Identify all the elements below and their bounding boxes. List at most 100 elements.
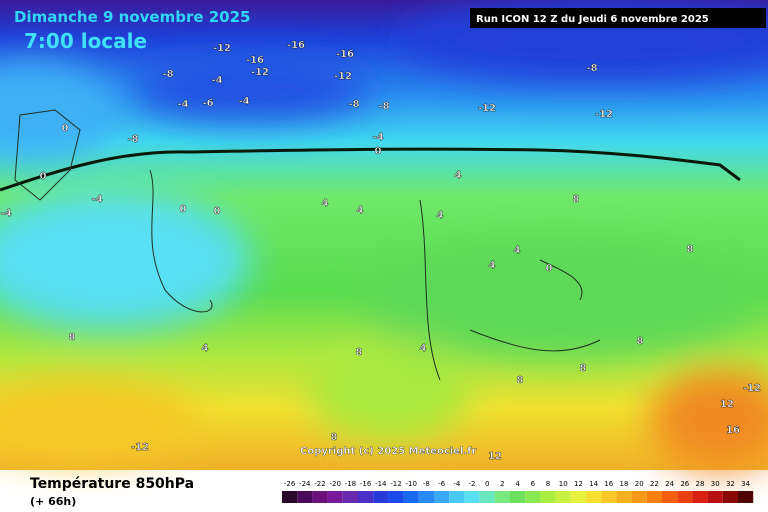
contour-label: 8	[573, 194, 580, 205]
contour-label: 0	[40, 171, 47, 182]
temperature-field	[0, 0, 768, 470]
contour-label: 8	[331, 432, 338, 443]
contour-label: -4	[372, 132, 383, 143]
scale-label: -26	[284, 480, 296, 488]
scale-label: 26	[680, 480, 689, 488]
footer-lead: (+ 66h)	[30, 495, 76, 508]
scale-label: 6	[531, 480, 536, 488]
time: 7:00 locale	[24, 29, 147, 53]
scale-swatch	[677, 491, 693, 503]
zero-contour	[0, 147, 741, 192]
scale-label: -2	[469, 480, 476, 488]
scale-label: 4	[515, 480, 520, 488]
scale-swatch	[373, 491, 389, 503]
scale-label: 28	[696, 480, 705, 488]
contour-label: -8	[348, 99, 359, 110]
contour-labels: -12-16-16-16-12-12-8-4-4 -6 -4 -8 -8 -12-8-12…	[0, 40, 761, 462]
scale-swatch	[327, 491, 343, 503]
scale-swatch	[692, 491, 708, 503]
contour-label: -12	[595, 109, 613, 120]
scale-label: 30	[711, 480, 720, 488]
contour-label: 0	[546, 263, 553, 274]
scale-label: 18	[620, 480, 629, 488]
scale-swatch	[631, 491, 647, 503]
scale-swatch	[358, 491, 374, 503]
contour-label: -8	[378, 101, 389, 112]
scale-swatch	[616, 491, 632, 503]
scale-label: -20	[329, 480, 340, 488]
contour-label: -16	[287, 40, 305, 51]
scale-swatch	[601, 491, 617, 503]
scale-label: -22	[314, 480, 325, 488]
contour-label: -8	[162, 69, 173, 80]
scale-swatch	[586, 491, 602, 503]
scale-label: -8	[423, 480, 430, 488]
scale-swatch	[646, 491, 662, 503]
scale-swatch	[297, 491, 313, 503]
contour-label: 8	[637, 336, 644, 347]
contour-label: -12	[334, 71, 352, 82]
contour-label: -4	[238, 96, 249, 107]
contour-label: -6	[202, 98, 213, 109]
date: Dimanche 9 novembre 2025	[14, 8, 251, 26]
scale-label: -14	[375, 480, 387, 488]
contour-label: 0	[62, 123, 69, 134]
contour-label: 4	[357, 205, 364, 216]
scale-label: 34	[741, 480, 750, 488]
contour-label: -12	[131, 442, 149, 453]
scale-label: 16	[604, 480, 613, 488]
scale-label: 10	[559, 480, 568, 488]
scale-label: -24	[299, 480, 311, 488]
scale-swatch	[403, 491, 419, 503]
scale-swatch	[479, 491, 495, 503]
scale-swatch	[449, 491, 465, 503]
contour-label: -12	[213, 43, 231, 54]
scale-label: 20	[635, 480, 644, 488]
scale-swatch	[555, 491, 571, 503]
contour-label: 4	[202, 343, 209, 354]
scale-swatch	[738, 491, 754, 503]
contour-label: -16	[246, 55, 264, 66]
contour-label: 12	[720, 399, 734, 410]
scale-swatch	[494, 491, 510, 503]
scale-label: 24	[665, 480, 674, 488]
scale-swatch	[282, 491, 298, 503]
contour-label: 8	[356, 347, 363, 358]
contour-label: 8	[69, 332, 76, 343]
contour-label: 4	[514, 245, 521, 256]
scale-swatch	[418, 491, 434, 503]
coastline	[149, 169, 601, 381]
scale-swatch	[510, 491, 526, 503]
copyright: Copyright (c) 2025 Meteociel.fr	[300, 446, 477, 457]
contour-label: 8	[517, 375, 524, 386]
scale-swatch	[540, 491, 556, 503]
contour-label: 4	[420, 343, 427, 354]
contour-label: -12	[478, 103, 496, 114]
scale-label: 32	[726, 480, 735, 488]
contour-label: 4	[322, 198, 329, 209]
scale-label: 2	[500, 480, 504, 488]
contour-label: -12	[251, 67, 269, 78]
run-info: Run ICON 12 Z du Jeudi 6 novembre 2025	[476, 14, 709, 25]
scale-swatch	[464, 491, 480, 503]
scale-swatch	[525, 491, 541, 503]
contour-label: -8	[127, 134, 138, 145]
contour-label: 4	[455, 170, 462, 181]
scale-label: 0	[485, 480, 489, 488]
scale-swatch	[388, 491, 404, 503]
contour-label: -4	[177, 99, 188, 110]
contour-label: -4	[91, 194, 102, 205]
contour-label: 0	[214, 206, 221, 217]
contour-label: 0	[180, 204, 187, 215]
scale-swatch	[707, 491, 723, 503]
contour-label: -4	[211, 75, 222, 86]
scale-label: -10	[405, 480, 416, 488]
scale-label: -16	[360, 480, 372, 488]
scale-label: -4	[453, 480, 461, 488]
scale-label: -12	[390, 480, 401, 488]
scale-label: 14	[589, 480, 598, 488]
scale-label: 8	[546, 480, 550, 488]
contour-label: 8	[687, 244, 694, 255]
